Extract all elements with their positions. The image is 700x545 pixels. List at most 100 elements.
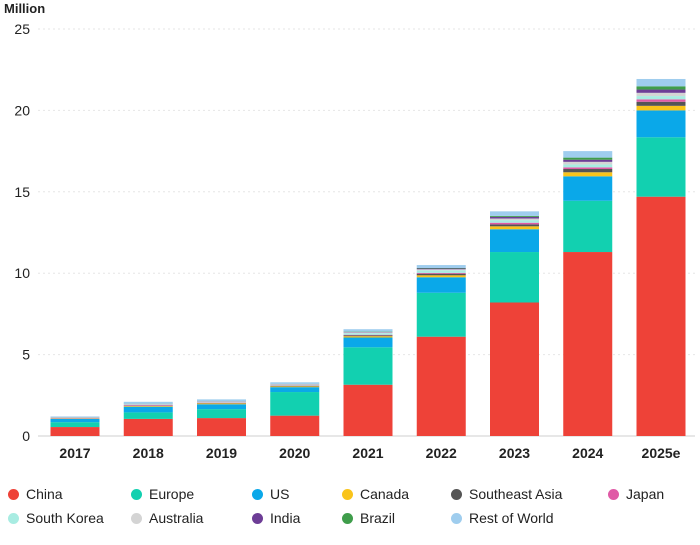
bar-segment-rest-of-world <box>123 401 173 404</box>
bar-segment-rest-of-world <box>50 416 100 418</box>
bar-segment-southeast-asia <box>636 101 686 106</box>
legend-label: Rest of World <box>469 510 554 526</box>
bar-segment-canada <box>416 275 466 278</box>
bar-stack-2021 <box>343 329 393 436</box>
legend-item-southeast-asia: Southeast Asia <box>451 483 562 505</box>
bar-segment-europe <box>50 422 100 428</box>
bar-segment-india <box>563 159 613 162</box>
bar-segment-us <box>50 418 100 423</box>
legend-item-europe: Europe <box>131 483 194 505</box>
bar-segment-australia <box>270 384 320 385</box>
x-axis-ticks: 2017 2018 2019 2020 2021 2022 2023 2024 2025e <box>59 445 680 461</box>
x-tick-label: 2017 <box>59 445 90 461</box>
x-tick-label: 2022 <box>426 445 457 461</box>
bar-segment-southeast-asia <box>563 169 613 173</box>
legend-swatch <box>8 488 19 500</box>
bar-stack-2020 <box>270 382 320 436</box>
bar-segment-japan <box>563 167 613 170</box>
bar-segment-us <box>490 229 539 253</box>
legend-swatch <box>608 488 619 500</box>
legend-item-us: US <box>252 483 289 505</box>
bar-segment-china <box>416 336 466 436</box>
y-tick-label: 5 <box>22 347 30 363</box>
bar-segment-south-korea <box>343 333 393 335</box>
x-tick-label: 2024 <box>572 445 603 461</box>
bar-segment-canada <box>343 336 393 338</box>
bar-segment-europe <box>490 252 539 303</box>
legend-item-canada: Canada <box>342 483 409 505</box>
legend-label: Brazil <box>360 510 396 526</box>
bar-segment-us <box>270 387 320 393</box>
bar-segment-canada <box>636 105 686 111</box>
bar-segment-china <box>636 196 686 436</box>
bar-segment-us <box>343 337 393 348</box>
bar-segment-us <box>563 176 613 201</box>
bar-stack-2024 <box>563 151 613 436</box>
bar-segment-brazil <box>563 157 613 160</box>
bar-segment-us <box>197 404 246 410</box>
bar-segment-south-korea <box>490 220 539 223</box>
bar-segment-india <box>490 216 539 219</box>
bar-segment-europe <box>343 347 393 385</box>
legend-item-rest-of-world: Rest of World <box>451 507 554 529</box>
legend-label: Europe <box>149 486 195 502</box>
legend-label: South Korea <box>26 510 104 526</box>
legend-item-australia: Australia <box>131 507 203 529</box>
bar-segment-rest-of-world <box>563 151 613 158</box>
bar-stack-2018 <box>123 401 173 436</box>
bar-segment-rest-of-world <box>343 329 393 332</box>
bar-segment-us <box>636 110 686 138</box>
x-tick-label: 2023 <box>499 445 530 461</box>
bar-segment-canada <box>123 406 173 407</box>
legend-label: China <box>26 486 63 502</box>
x-tick-label: 2019 <box>206 445 237 461</box>
bar-segment-southeast-asia <box>490 224 539 227</box>
bar-segment-south-korea <box>416 270 466 273</box>
y-axis-ticks: 0 5 10 15 20 25 <box>14 21 30 444</box>
legend-item-japan: Japan <box>608 483 664 505</box>
legend-swatch <box>131 488 142 500</box>
legend-item-brazil: Brazil <box>342 507 395 529</box>
bar-segment-europe <box>563 200 613 253</box>
bar-segment-europe <box>636 137 686 197</box>
bar-segment-australia <box>416 269 466 271</box>
bar-segment-canada <box>197 403 246 405</box>
bar-segment-brazil <box>490 215 539 217</box>
bar-segment-australia <box>636 92 686 97</box>
bar-segment-australia <box>343 332 393 334</box>
legend-swatch <box>451 512 462 524</box>
bar-stack-2025e <box>636 78 686 436</box>
x-tick-label: 2018 <box>133 445 164 461</box>
bar-segment-india <box>636 89 686 93</box>
legend-label: Canada <box>360 486 410 502</box>
bar-segment-australia <box>490 218 539 221</box>
legend-item-south-korea: South Korea <box>8 507 104 529</box>
bar-segment-europe <box>197 409 246 419</box>
bar-segment-rest-of-world <box>197 399 246 402</box>
bar-segment-south-korea <box>563 164 613 168</box>
legend-swatch <box>131 512 142 524</box>
bar-stack-2023 <box>490 211 539 436</box>
legend-swatch <box>451 488 462 500</box>
y-tick-label: 15 <box>14 184 30 200</box>
bar-segment-china <box>270 415 320 436</box>
bar-segment-europe <box>270 392 320 416</box>
legend-label: Southeast Asia <box>469 486 563 502</box>
legend-swatch <box>8 512 19 524</box>
bar-segment-canada <box>490 226 539 230</box>
bar-segment-australia <box>563 161 613 165</box>
bar-segment-europe <box>123 412 173 419</box>
legend-swatch <box>252 512 263 524</box>
bars <box>50 78 686 436</box>
y-axis-unit-label: Million <box>4 1 45 16</box>
legend-label: US <box>270 486 290 502</box>
bar-segment-china <box>563 252 613 436</box>
legend-label: Australia <box>149 510 204 526</box>
bar-segment-rest-of-world <box>490 211 539 216</box>
x-tick-label: 2020 <box>279 445 310 461</box>
x-tick-label: 2021 <box>352 445 383 461</box>
bar-segment-us <box>123 406 173 413</box>
bar-segment-china <box>50 427 100 436</box>
bar-segment-japan <box>636 99 686 102</box>
